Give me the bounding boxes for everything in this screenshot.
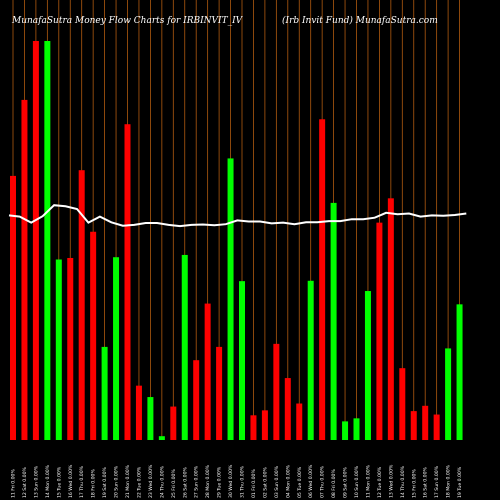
x-tick-label: 04 Mon 0.00% <box>285 464 291 498</box>
x-tick-label: 29 Tue 0.00% <box>217 466 223 498</box>
bar <box>410 411 417 440</box>
bar <box>170 406 177 440</box>
bar <box>90 231 97 440</box>
x-tick-label: 08 Fri 0.00% <box>331 469 337 498</box>
x-tick-labels: 11 Fri 0.00% 12 Sat 0.00% 13 Sun 0.00% 14 M… <box>11 464 464 498</box>
x-tick-label: 26 Sat 0.00% <box>182 466 188 498</box>
x-tick-label: 19 Sat 0.00% <box>102 466 108 498</box>
bar <box>10 175 16 440</box>
bar <box>422 405 429 440</box>
x-tick-label: 10 Sun 0.00% <box>354 465 360 498</box>
x-tick-label: 25 Fri 0.00% <box>171 469 177 498</box>
bar <box>353 418 360 440</box>
bar <box>456 304 463 440</box>
bar <box>307 280 314 440</box>
bar <box>158 436 165 440</box>
bar <box>124 124 131 440</box>
x-tick-label: 24 Thu 0.00% <box>159 465 165 498</box>
x-tick-label: 12 Sat 0.00% <box>22 466 28 498</box>
bar <box>261 410 268 440</box>
bar <box>44 41 51 440</box>
bar <box>32 41 39 440</box>
bar <box>330 202 337 440</box>
bar <box>135 385 142 440</box>
x-tick-label: 01 Fri 0.00% <box>251 469 257 498</box>
bar <box>273 343 280 440</box>
bar <box>147 397 154 440</box>
x-tick-label: 12 Tue 0.00% <box>377 466 383 498</box>
bar <box>364 291 371 440</box>
bar <box>399 368 406 440</box>
x-tick-label: 22 Tue 0.00% <box>136 466 142 498</box>
x-tick-label: 05 Tue 0.00% <box>297 466 303 498</box>
bar <box>296 403 303 440</box>
x-tick-label: 13 Wed 0.00% <box>388 464 394 498</box>
x-tick-label: 06 Wed 0.00% <box>308 464 314 498</box>
bar <box>181 254 188 440</box>
bar <box>239 281 245 440</box>
bar <box>55 259 62 440</box>
x-tick-label: 09 Sat 0.00% <box>343 466 349 498</box>
bar <box>21 99 28 441</box>
bar <box>445 348 452 440</box>
x-tick-label: 19 Tue 0.00% <box>457 466 463 498</box>
bar <box>433 414 440 440</box>
bar <box>376 222 383 440</box>
bar <box>342 421 349 440</box>
bar <box>387 198 394 440</box>
x-tick-label: 23 Wed 0.00% <box>148 464 154 498</box>
x-tick-label: 14 Thu 0.00% <box>400 465 406 498</box>
bar <box>227 158 234 441</box>
x-tick-label: 03 Sun 0.00% <box>274 465 280 498</box>
chart-title-right: (Irb Invit Fund) MunafaSutra.com <box>282 15 438 26</box>
bar <box>67 257 74 440</box>
bar <box>250 415 257 440</box>
x-tick-label: 20 Sun 0.00% <box>114 465 120 498</box>
bar <box>113 257 120 440</box>
x-tick-label: 28 Mon 0.00% <box>205 464 211 498</box>
x-tick-label: 17 Sun 0.00% <box>434 465 440 498</box>
x-tick-label: 11 Fri 0.00% <box>11 469 17 498</box>
x-tick-label: 27 Sun 0.00% <box>194 465 200 498</box>
x-tick-label: 18 Mon 0.00% <box>446 464 452 498</box>
x-tick-label: 17 Thu 0.00% <box>79 465 85 498</box>
bar <box>284 378 291 440</box>
x-tick-label: 07 Thu 0.00% <box>320 465 326 498</box>
chart-title-left: MunafaSutra Money Flow Charts for IRBINV… <box>11 16 244 26</box>
bar <box>319 119 326 440</box>
bar <box>204 303 211 440</box>
bars <box>10 41 463 441</box>
x-tick-label: 02 Sat 0.00% <box>262 466 268 498</box>
x-tick-label: 16 Wed 0.00% <box>68 464 74 498</box>
bar <box>78 170 85 440</box>
x-tick-label: 16 Sat 0.00% <box>423 466 429 498</box>
x-tick-label: 15 Tue 0.00% <box>56 466 62 498</box>
bar <box>193 360 200 440</box>
bar <box>216 346 223 440</box>
bar <box>101 346 108 440</box>
x-tick-label: 11 Mon 0.00% <box>365 464 371 498</box>
x-tick-label: 13 Sun 0.00% <box>33 465 39 498</box>
x-tick-label: 21 Mon 0.00% <box>125 464 131 498</box>
x-tick-label: 18 Fri 0.00% <box>91 469 97 498</box>
x-tick-label: 14 Mon 0.00% <box>45 464 51 498</box>
x-tick-label: 15 Fri 0.00% <box>411 469 417 498</box>
x-tick-label: 30 Wed 0.00% <box>228 464 234 498</box>
x-tick-label: 31 Thu 0.00% <box>240 465 246 498</box>
money-flow-line <box>8 204 467 228</box>
